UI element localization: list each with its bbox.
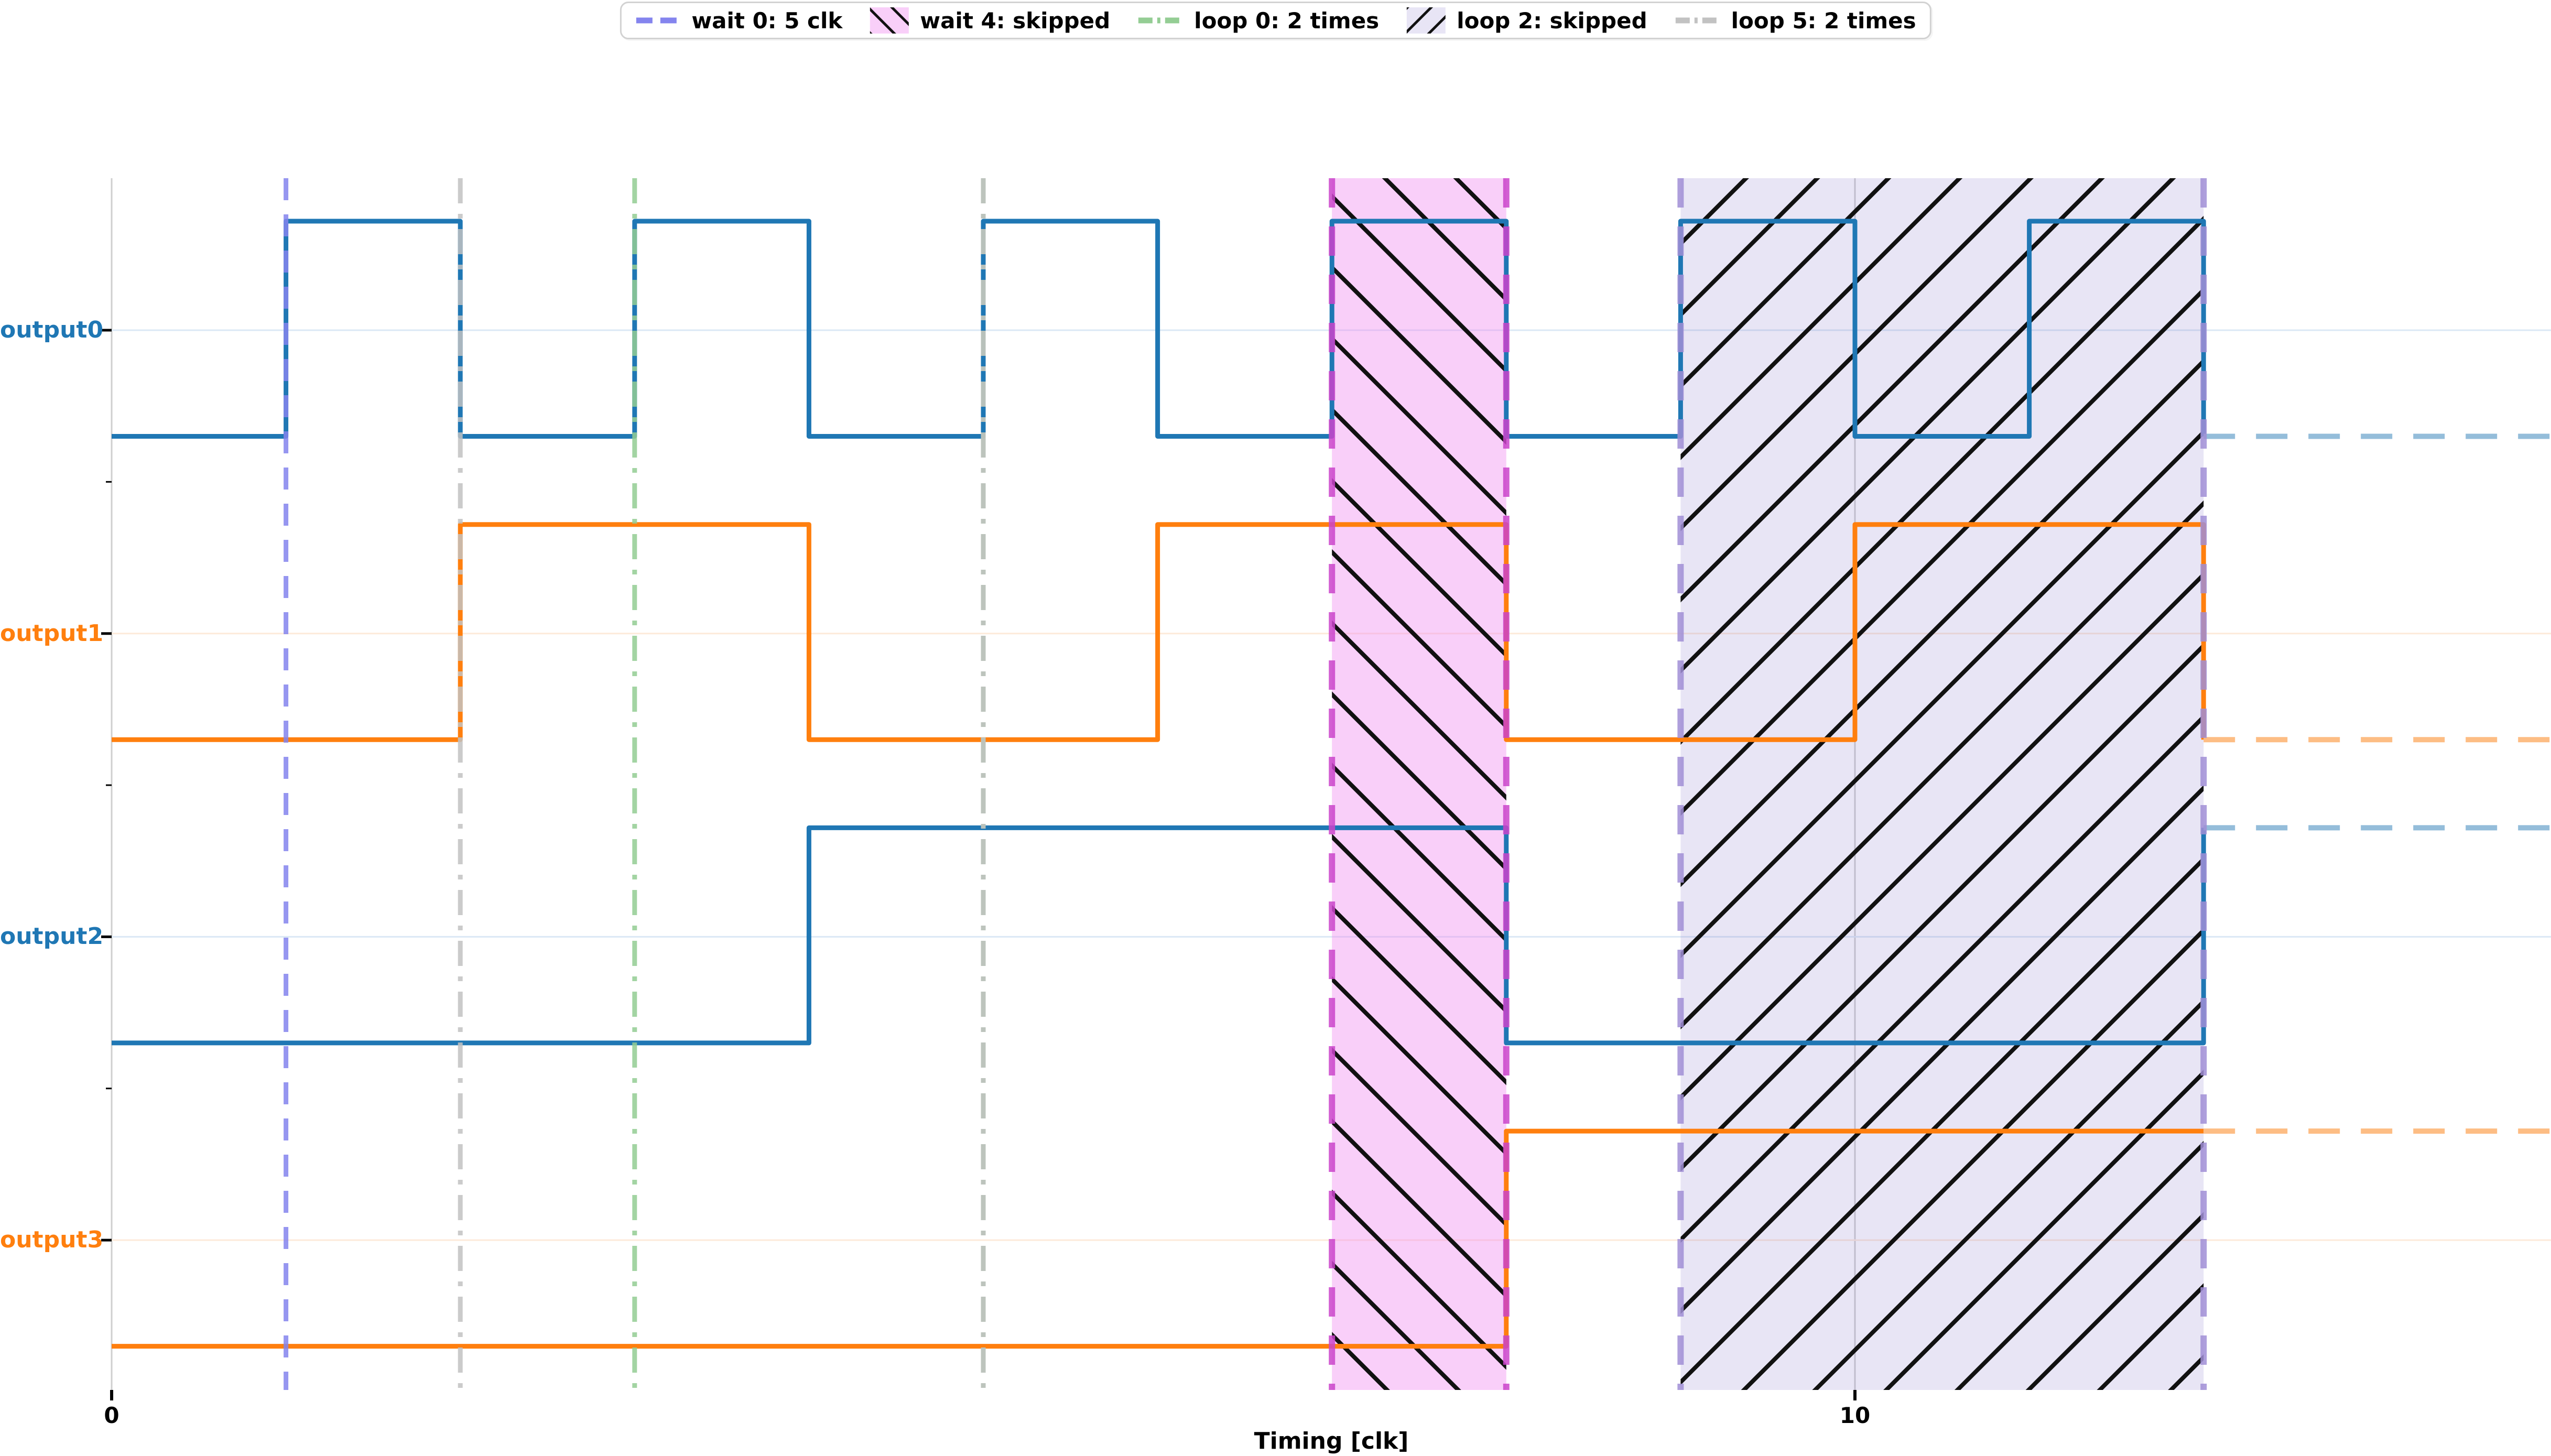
y-axis-label-output0: output0 bbox=[0, 317, 104, 343]
legend-item-wait-0: wait 0: 5 clk bbox=[635, 8, 842, 34]
legend-swatch-wait-0-icon bbox=[636, 17, 680, 24]
x-axis-label: Timing [clk] bbox=[1254, 1428, 1409, 1454]
legend-item-loop-2: loop 2: skipped bbox=[1406, 7, 1647, 34]
span-wait-4-skipped-hatch bbox=[1332, 178, 1506, 1390]
legend-label: loop 5: 2 times bbox=[1731, 7, 1916, 34]
legend-label: wait 0: 5 clk bbox=[691, 7, 843, 34]
waveform-output1 bbox=[112, 522, 2206, 742]
legend-swatch-loop-2-icon bbox=[1407, 7, 1446, 34]
legend-swatch-loop-5-icon bbox=[1675, 17, 1720, 24]
legend-swatch-wait-4-icon bbox=[870, 7, 909, 34]
legend-label: loop 2: skipped bbox=[1457, 7, 1647, 34]
y-axis-label-output3: output3 bbox=[0, 1226, 104, 1254]
legend-patch-hatch bbox=[1407, 7, 1446, 34]
legend-item-loop-5: loop 5: 2 times bbox=[1675, 8, 1916, 34]
legend-item-loop-0: loop 0: 2 times bbox=[1137, 8, 1379, 34]
legend: wait 0: 5 clk wait 4: skipped loop 0: 2 … bbox=[620, 2, 1931, 39]
legend-swatch-loop-0-icon bbox=[1138, 17, 1183, 24]
y-axis-label-output1: output1 bbox=[0, 620, 104, 647]
legend-item-wait-4: wait 4: skipped bbox=[870, 7, 1110, 34]
legend-label: loop 0: 2 times bbox=[1194, 7, 1380, 34]
x-tick-label-10: 10 bbox=[1839, 1403, 1871, 1428]
legend-patch-hatch bbox=[870, 7, 909, 34]
span-loop-2-skipped-hatch bbox=[1680, 178, 2204, 1390]
waveform-output3 bbox=[112, 1128, 2204, 1349]
legend-label: wait 4: skipped bbox=[920, 7, 1111, 34]
y-axis-label-output2: output2 bbox=[0, 923, 104, 950]
x-tick-label-0: 0 bbox=[104, 1403, 120, 1428]
